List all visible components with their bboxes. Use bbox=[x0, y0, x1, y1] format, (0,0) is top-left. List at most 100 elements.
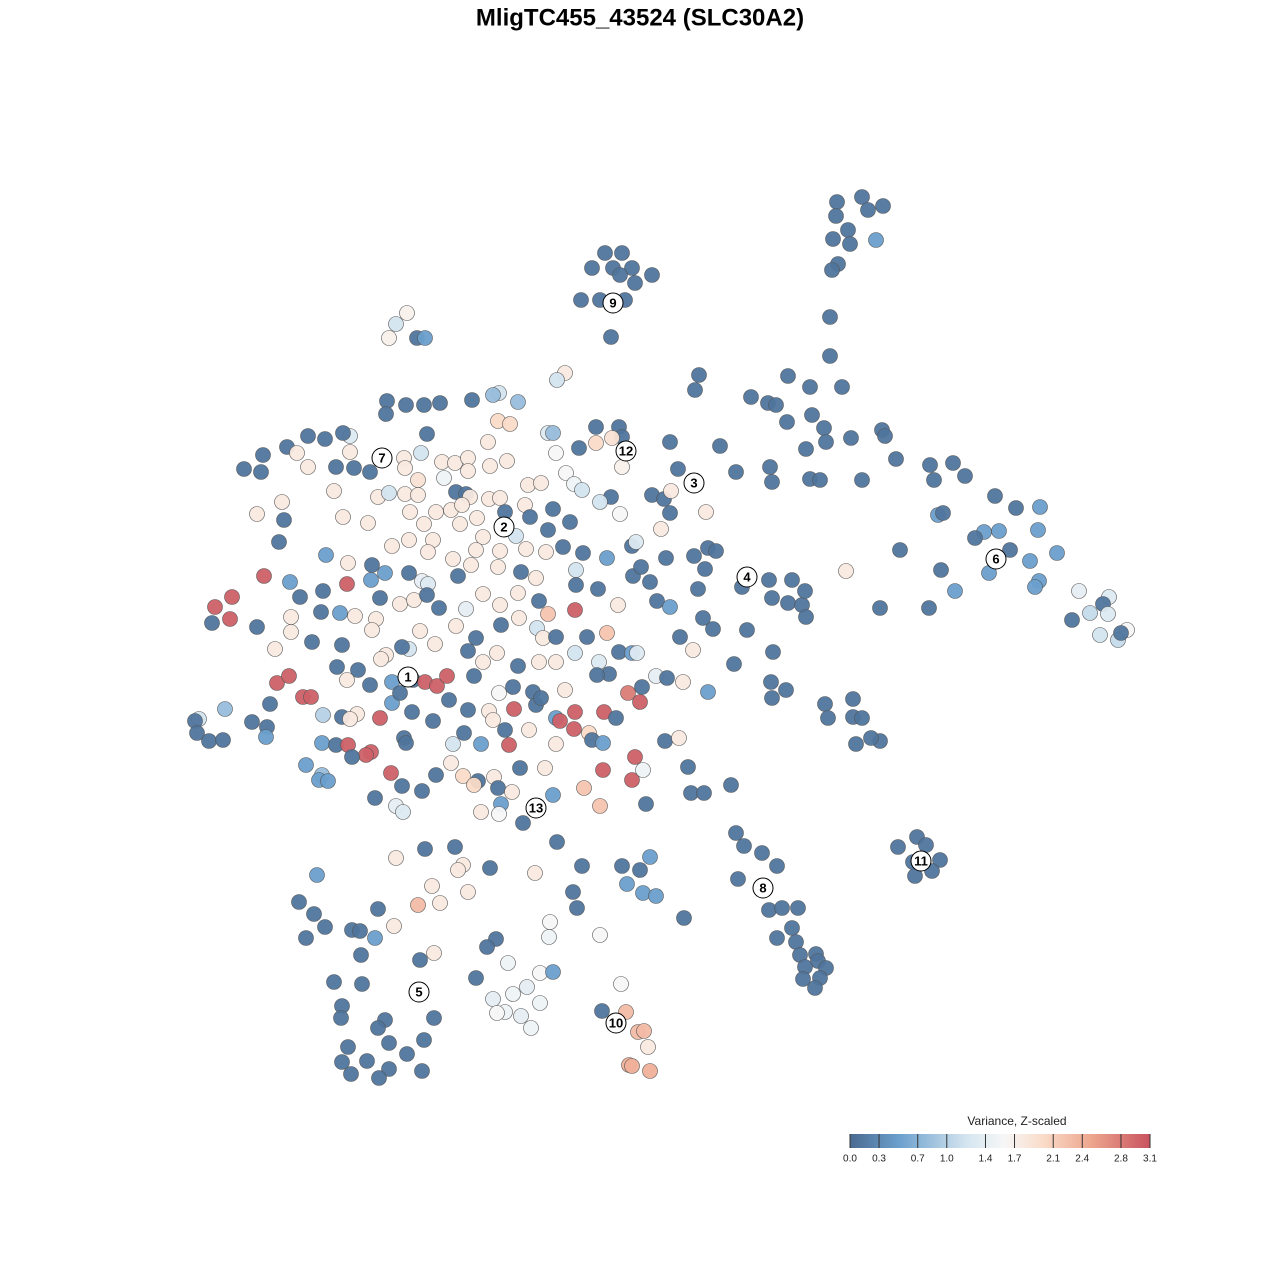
point bbox=[540, 606, 556, 622]
point bbox=[576, 780, 592, 796]
point bbox=[888, 451, 904, 467]
point bbox=[475, 654, 491, 670]
cluster-badge bbox=[910, 850, 932, 872]
colorbar-tick-label: 1.4 bbox=[979, 1154, 993, 1165]
point bbox=[872, 600, 888, 616]
point bbox=[452, 516, 468, 532]
point bbox=[612, 267, 628, 283]
point bbox=[1113, 625, 1129, 641]
point bbox=[445, 551, 461, 567]
point bbox=[533, 475, 549, 491]
point bbox=[599, 550, 615, 566]
point bbox=[562, 514, 578, 530]
point bbox=[824, 262, 840, 278]
point bbox=[504, 784, 520, 800]
point bbox=[877, 428, 893, 444]
point bbox=[500, 955, 516, 971]
point bbox=[300, 459, 316, 475]
point bbox=[432, 395, 448, 411]
point bbox=[317, 431, 333, 447]
colorbar-scale bbox=[850, 1134, 1150, 1148]
point bbox=[420, 544, 436, 560]
point bbox=[262, 696, 278, 712]
point bbox=[236, 461, 252, 477]
point bbox=[416, 397, 432, 413]
point bbox=[315, 707, 331, 723]
cluster-label: 9 bbox=[609, 295, 616, 310]
point bbox=[417, 841, 433, 857]
point bbox=[372, 590, 388, 606]
point bbox=[370, 1020, 386, 1036]
point bbox=[362, 677, 378, 693]
point bbox=[513, 1008, 529, 1024]
point bbox=[779, 414, 795, 430]
point bbox=[555, 539, 571, 555]
point bbox=[309, 867, 325, 883]
point bbox=[697, 561, 713, 577]
point bbox=[754, 845, 770, 861]
point bbox=[485, 387, 501, 403]
point bbox=[468, 630, 484, 646]
point bbox=[921, 600, 937, 616]
point bbox=[367, 790, 383, 806]
point bbox=[595, 762, 611, 778]
point bbox=[398, 735, 414, 751]
point bbox=[340, 1039, 356, 1055]
point bbox=[642, 849, 658, 865]
point bbox=[933, 562, 949, 578]
point bbox=[436, 470, 452, 486]
colorbar-tick-label: 3.1 bbox=[1143, 1154, 1157, 1165]
point bbox=[326, 974, 342, 990]
point bbox=[825, 231, 841, 247]
cluster-badge bbox=[605, 1012, 627, 1034]
point bbox=[326, 483, 342, 499]
point bbox=[947, 583, 963, 599]
point bbox=[764, 590, 780, 606]
point bbox=[410, 897, 426, 913]
point bbox=[730, 871, 746, 887]
point bbox=[392, 685, 408, 701]
point bbox=[414, 783, 430, 799]
point bbox=[657, 733, 673, 749]
point bbox=[778, 682, 794, 698]
point bbox=[519, 979, 535, 995]
point bbox=[292, 589, 308, 605]
colorbar-tick-label: 0.3 bbox=[872, 1154, 886, 1165]
point bbox=[364, 622, 380, 638]
point bbox=[691, 367, 707, 383]
point bbox=[612, 506, 628, 522]
point bbox=[271, 534, 287, 550]
point bbox=[935, 505, 951, 521]
colorbar-title: Variance, Z-scaled bbox=[967, 1114, 1066, 1128]
point bbox=[537, 760, 553, 776]
point bbox=[283, 624, 299, 640]
point bbox=[632, 694, 648, 710]
point bbox=[817, 696, 833, 712]
point bbox=[344, 749, 360, 765]
point bbox=[1100, 606, 1116, 622]
point bbox=[201, 733, 217, 749]
point bbox=[460, 463, 476, 479]
point bbox=[401, 565, 417, 581]
point bbox=[567, 704, 583, 720]
point bbox=[399, 1046, 415, 1062]
point bbox=[854, 710, 870, 726]
point bbox=[399, 305, 415, 321]
point bbox=[816, 420, 832, 436]
point bbox=[549, 834, 565, 850]
point bbox=[339, 672, 355, 688]
point bbox=[557, 682, 573, 698]
point bbox=[402, 504, 418, 520]
point bbox=[594, 1003, 610, 1019]
point bbox=[298, 930, 314, 946]
point bbox=[531, 654, 547, 670]
point bbox=[510, 394, 526, 410]
point bbox=[712, 438, 728, 454]
cluster-label: 6 bbox=[992, 551, 999, 566]
point bbox=[224, 589, 240, 605]
point bbox=[416, 1032, 432, 1048]
point bbox=[567, 602, 583, 618]
point bbox=[761, 572, 777, 588]
point bbox=[350, 662, 366, 678]
